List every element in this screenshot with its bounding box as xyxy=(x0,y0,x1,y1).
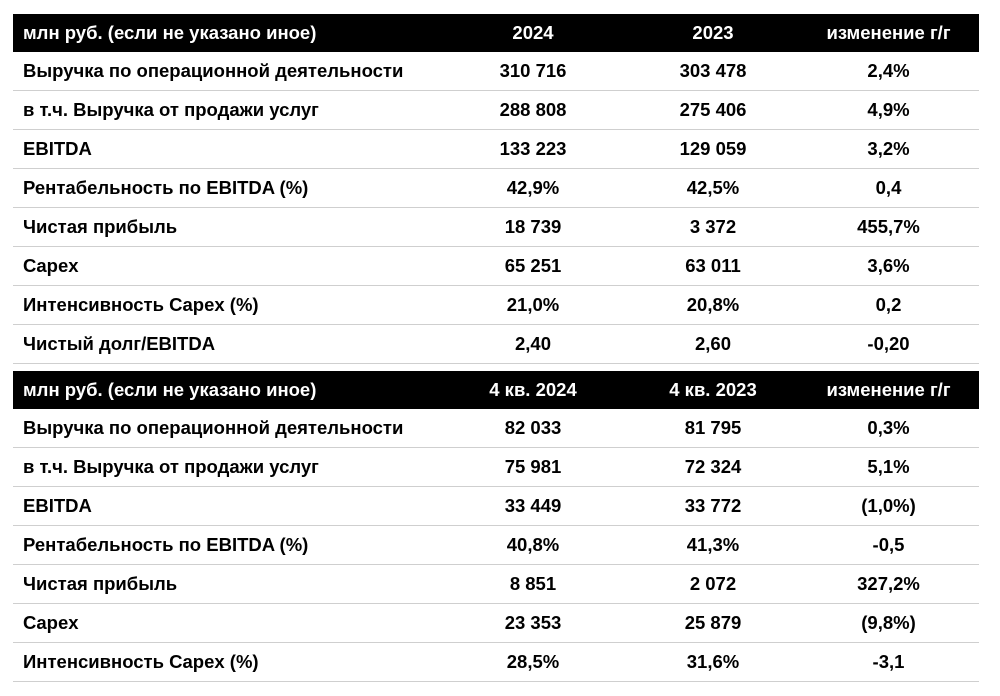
header-row: млн руб. (если не указано иное) 2024 202… xyxy=(13,14,979,52)
row-label: Capex xyxy=(13,603,438,643)
cell-change: 0,4 xyxy=(798,168,979,208)
row-label: EBITDA xyxy=(13,486,438,526)
row-label: Выручка по операционной деятельности xyxy=(13,52,438,91)
cell-change: -0,20 xyxy=(798,324,979,364)
row-label: в т.ч. Выручка от продажи услуг xyxy=(13,447,438,487)
cell-change: 4,9% xyxy=(798,90,979,130)
cell-value: 41,3% xyxy=(628,525,798,565)
table-row: Интенсивность Capex (%) 21,0% 20,8% 0,2 xyxy=(13,285,979,325)
cell-value: 25 879 xyxy=(628,603,798,643)
table-row: в т.ч. Выручка от продажи услуг 75 981 7… xyxy=(13,447,979,487)
cell-value: 82 033 xyxy=(438,409,628,448)
table-row: Capex 65 251 63 011 3,6% xyxy=(13,246,979,286)
table-row: Рентабельность по EBITDA (%) 42,9% 42,5%… xyxy=(13,168,979,208)
cell-value: 63 011 xyxy=(628,246,798,286)
cell-value: 21,0% xyxy=(438,285,628,325)
header-cell-change: изменение г/г xyxy=(798,14,979,52)
cell-value: 20,8% xyxy=(628,285,798,325)
row-label: Чистый долг/EBITDA xyxy=(13,324,438,364)
header-cell-prior-period: 2023 xyxy=(628,14,798,52)
cell-change: 0,3% xyxy=(798,409,979,448)
cell-value: 81 795 xyxy=(628,409,798,448)
table-spacer xyxy=(13,364,979,371)
table-header: млн руб. (если не указано иное) 4 кв. 20… xyxy=(13,371,979,409)
cell-value: 23 353 xyxy=(438,603,628,643)
table-row: Чистая прибыль 8 851 2 072 327,2% xyxy=(13,564,979,604)
cell-value: 3 372 xyxy=(628,207,798,247)
row-label: Рентабельность по EBITDA (%) xyxy=(13,168,438,208)
table-row: Чистый долг/EBITDA 2,40 2,60 -0,20 xyxy=(13,324,979,364)
cell-change: -0,5 xyxy=(798,525,979,565)
table-row: Рентабельность по EBITDA (%) 40,8% 41,3%… xyxy=(13,525,979,565)
cell-value: 33 449 xyxy=(438,486,628,526)
cell-value: 8 851 xyxy=(438,564,628,604)
cell-value: 288 808 xyxy=(438,90,628,130)
row-label: Capex xyxy=(13,246,438,286)
cell-change: (9,8%) xyxy=(798,603,979,643)
table-row: Capex 23 353 25 879 (9,8%) xyxy=(13,603,979,643)
cell-value: 33 772 xyxy=(628,486,798,526)
cell-value: 72 324 xyxy=(628,447,798,487)
row-label: в т.ч. Выручка от продажи услуг xyxy=(13,90,438,130)
cell-value: 42,5% xyxy=(628,168,798,208)
cell-change: 327,2% xyxy=(798,564,979,604)
cell-value: 2 072 xyxy=(628,564,798,604)
cell-change: 455,7% xyxy=(798,207,979,247)
header-cell-period: 4 кв. 2024 xyxy=(438,371,628,409)
cell-value: 31,6% xyxy=(628,642,798,682)
cell-value: 28,5% xyxy=(438,642,628,682)
row-label: Интенсивность Capex (%) xyxy=(13,642,438,682)
header-cell-label: млн руб. (если не указано иное) xyxy=(13,371,438,409)
cell-value: 275 406 xyxy=(628,90,798,130)
cell-change: -3,1 xyxy=(798,642,979,682)
annual-results-table: млн руб. (если не указано иное) 2024 202… xyxy=(13,14,979,364)
row-label: Рентабельность по EBITDA (%) xyxy=(13,525,438,565)
table-header: млн руб. (если не указано иное) 2024 202… xyxy=(13,14,979,52)
table-row: EBITDA 133 223 129 059 3,2% xyxy=(13,129,979,169)
row-label: Чистая прибыль xyxy=(13,564,438,604)
row-label: Интенсивность Capex (%) xyxy=(13,285,438,325)
cell-change: 3,6% xyxy=(798,246,979,286)
table-row: Выручка по операционной деятельности 310… xyxy=(13,52,979,91)
cell-value: 18 739 xyxy=(438,207,628,247)
header-cell-prior-period: 4 кв. 2023 xyxy=(628,371,798,409)
cell-value: 2,40 xyxy=(438,324,628,364)
cell-value: 133 223 xyxy=(438,129,628,169)
cell-value: 310 716 xyxy=(438,52,628,91)
header-row: млн руб. (если не указано иное) 4 кв. 20… xyxy=(13,371,979,409)
table-row: EBITDA 33 449 33 772 (1,0%) xyxy=(13,486,979,526)
financial-results: млн руб. (если не указано иное) 2024 202… xyxy=(13,14,979,682)
cell-value: 42,9% xyxy=(438,168,628,208)
header-cell-period: 2024 xyxy=(438,14,628,52)
header-cell-change: изменение г/г xyxy=(798,371,979,409)
cell-change: 0,2 xyxy=(798,285,979,325)
quarterly-results-table: млн руб. (если не указано иное) 4 кв. 20… xyxy=(13,371,979,682)
cell-change: 2,4% xyxy=(798,52,979,91)
row-label: Выручка по операционной деятельности xyxy=(13,409,438,448)
cell-change: 3,2% xyxy=(798,129,979,169)
table-row: в т.ч. Выручка от продажи услуг 288 808 … xyxy=(13,90,979,130)
cell-value: 2,60 xyxy=(628,324,798,364)
cell-value: 40,8% xyxy=(438,525,628,565)
table-row: Интенсивность Capex (%) 28,5% 31,6% -3,1 xyxy=(13,642,979,682)
cell-value: 129 059 xyxy=(628,129,798,169)
cell-value: 303 478 xyxy=(628,52,798,91)
cell-change: 5,1% xyxy=(798,447,979,487)
row-label: EBITDA xyxy=(13,129,438,169)
table-row: Чистая прибыль 18 739 3 372 455,7% xyxy=(13,207,979,247)
cell-value: 75 981 xyxy=(438,447,628,487)
header-cell-label: млн руб. (если не указано иное) xyxy=(13,14,438,52)
row-label: Чистая прибыль xyxy=(13,207,438,247)
cell-change: (1,0%) xyxy=(798,486,979,526)
table-row: Выручка по операционной деятельности 82 … xyxy=(13,409,979,448)
cell-value: 65 251 xyxy=(438,246,628,286)
